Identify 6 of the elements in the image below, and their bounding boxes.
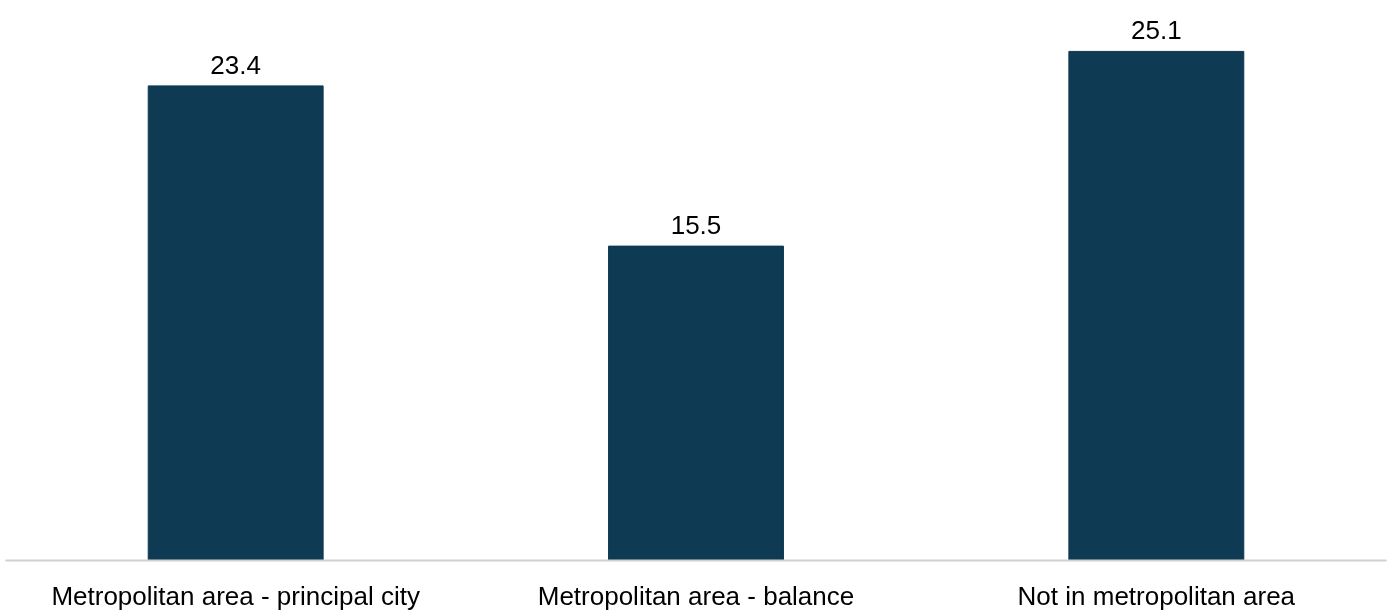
x-tick-label: Not in metropolitan area	[1017, 580, 1296, 611]
data-label: 23.4	[210, 49, 261, 80]
x-tick-label: Metropolitan area - principal city	[51, 580, 420, 611]
data-label: 25.1	[1131, 15, 1182, 46]
x-tick-label: Metropolitan area - balance	[537, 580, 855, 611]
data-label: 15.5	[670, 210, 722, 241]
